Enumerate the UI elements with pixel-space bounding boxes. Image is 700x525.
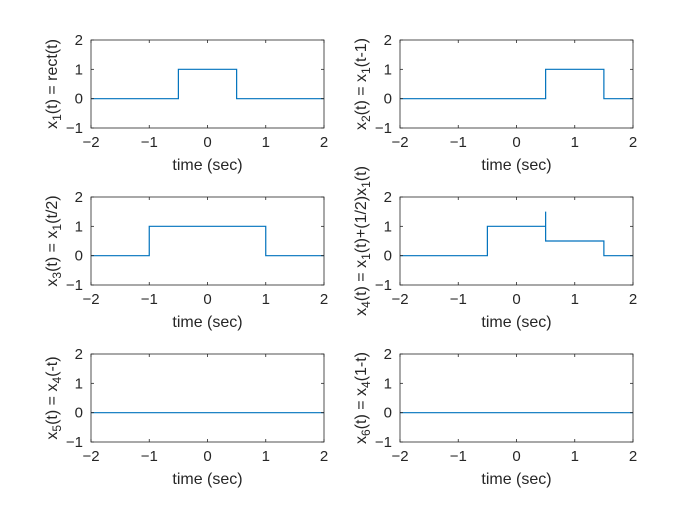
y-tick-label: 0 <box>384 405 392 422</box>
series-line <box>91 225 324 257</box>
y-tick-label: 0 <box>384 248 392 265</box>
y-tick-label: −1 <box>66 277 83 294</box>
x-tick-label: −2 <box>82 134 99 151</box>
y-axis-label: x6(t) = x4(1-t) <box>353 352 373 444</box>
axes-box <box>399 353 634 443</box>
axes-box <box>90 196 325 286</box>
x-tick-label: 2 <box>629 291 637 308</box>
y-axis-label: x1(t) = rect(t) <box>44 39 64 129</box>
y-tick-label: −1 <box>375 277 392 294</box>
y-tick-label: 2 <box>75 32 83 49</box>
x-tick-label: 1 <box>571 291 579 308</box>
x-tick-label: 2 <box>320 134 328 151</box>
axes-box <box>90 353 325 443</box>
y-tick-label: 2 <box>384 32 392 49</box>
y-tick-label: 0 <box>75 91 83 108</box>
x-tick-label: 1 <box>571 448 579 465</box>
x-axis-label: time (sec) <box>172 471 242 488</box>
x-tick-label: 1 <box>262 291 270 308</box>
x-tick-label: 0 <box>512 448 520 465</box>
series-line <box>91 68 324 100</box>
x-tick-label: 2 <box>320 448 328 465</box>
x-tick-label: −1 <box>450 448 467 465</box>
y-tick-label: 0 <box>75 248 83 265</box>
x-tick-label: 0 <box>203 134 211 151</box>
x-tick-label: −2 <box>82 448 99 465</box>
y-tick-label: −1 <box>66 434 83 451</box>
x-tick-label: 0 <box>203 291 211 308</box>
y-tick-label: 1 <box>75 375 83 392</box>
x-tick-label: −1 <box>450 134 467 151</box>
x-tick-label: −1 <box>141 291 158 308</box>
x-tick-label: 2 <box>320 291 328 308</box>
y-tick-label: 2 <box>384 189 392 206</box>
y-tick-label: 0 <box>75 405 83 422</box>
x-axis-label: time (sec) <box>481 314 551 331</box>
y-tick-label: 1 <box>75 61 83 78</box>
y-axis-label: x5(t) = x4(-t) <box>44 356 64 439</box>
axes-box <box>90 39 325 129</box>
x-tick-label: 1 <box>571 134 579 151</box>
y-tick-label: 1 <box>75 218 83 235</box>
x-tick-label: −2 <box>391 291 408 308</box>
y-tick-label: 2 <box>75 346 83 363</box>
x-tick-label: 1 <box>262 134 270 151</box>
x-tick-label: −1 <box>450 291 467 308</box>
y-tick-label: −1 <box>375 434 392 451</box>
x-tick-label: −1 <box>141 448 158 465</box>
x-axis-label: time (sec) <box>172 157 242 174</box>
y-axis-label: x3(t) = x1(t/2) <box>44 195 64 286</box>
y-tick-label: 2 <box>75 189 83 206</box>
y-tick-label: 1 <box>384 61 392 78</box>
x-tick-label: 2 <box>629 448 637 465</box>
y-tick-label: −1 <box>66 120 83 137</box>
x-axis-label: time (sec) <box>172 314 242 331</box>
y-axis-label: x4(t) = x1(t)+(1/2)x1(t) <box>353 166 373 316</box>
y-tick-label: 1 <box>384 375 392 392</box>
axes-box <box>399 39 634 129</box>
y-tick-label: 0 <box>384 91 392 108</box>
series-line <box>400 68 633 100</box>
x-axis-label: time (sec) <box>481 471 551 488</box>
y-tick-label: −1 <box>375 120 392 137</box>
y-tick-label: 2 <box>384 346 392 363</box>
x-tick-label: 2 <box>629 134 637 151</box>
x-tick-label: −1 <box>141 134 158 151</box>
y-tick-label: 1 <box>384 218 392 235</box>
y-axis-label: x2(t) = x1(t-1) <box>353 38 373 130</box>
x-tick-label: 0 <box>203 448 211 465</box>
x-axis-label: time (sec) <box>481 157 551 174</box>
x-tick-label: 0 <box>512 134 520 151</box>
x-tick-label: −2 <box>391 448 408 465</box>
series-line <box>400 211 633 257</box>
x-tick-label: −2 <box>391 134 408 151</box>
x-tick-label: −2 <box>82 291 99 308</box>
x-tick-label: 0 <box>512 291 520 308</box>
x-tick-label: 1 <box>262 448 270 465</box>
